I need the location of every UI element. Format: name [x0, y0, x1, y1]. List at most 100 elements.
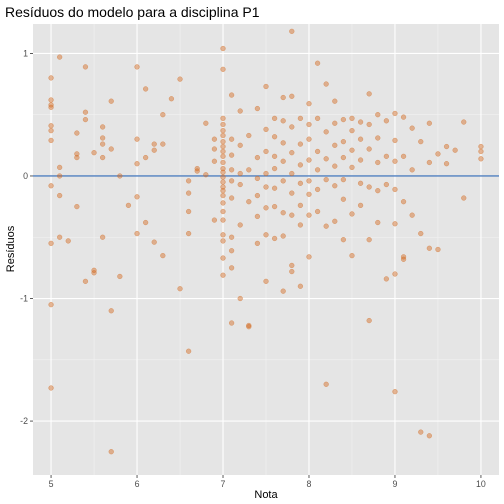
y-tick-label: 1 — [23, 48, 28, 58]
data-point — [134, 194, 140, 200]
data-point — [383, 276, 390, 282]
data-point — [228, 195, 235, 201]
data-point — [418, 429, 424, 435]
data-point — [48, 123, 54, 129]
data-point — [220, 143, 226, 150]
data-point — [57, 164, 63, 171]
data-point — [280, 288, 286, 294]
data-point — [142, 154, 149, 161]
data-point — [142, 86, 149, 92]
data-point — [366, 237, 372, 243]
data-point — [220, 255, 226, 261]
data-point — [48, 104, 54, 110]
data-point — [220, 272, 226, 278]
data-point — [271, 153, 278, 160]
data-point — [57, 192, 63, 199]
data-point — [99, 135, 106, 141]
data-point — [117, 273, 123, 280]
data-point — [220, 45, 226, 52]
data-point — [332, 120, 338, 126]
data-point — [297, 202, 304, 209]
x-tick-label: 5 — [49, 479, 54, 489]
data-point — [392, 110, 398, 117]
data-points — [48, 28, 484, 455]
data-point — [443, 143, 450, 150]
data-point — [461, 195, 467, 201]
data-point — [237, 170, 243, 177]
data-point — [220, 208, 226, 215]
data-point — [57, 173, 63, 179]
data-point — [246, 199, 252, 205]
data-point — [99, 234, 106, 240]
data-point — [74, 203, 80, 210]
data-point — [194, 168, 200, 174]
data-point — [323, 176, 329, 183]
data-point — [383, 118, 390, 124]
data-point — [48, 127, 54, 134]
data-point — [185, 190, 192, 196]
data-point — [314, 186, 321, 193]
data-point — [220, 238, 226, 244]
data-point — [289, 170, 295, 177]
data-point — [392, 389, 398, 395]
data-point — [246, 324, 252, 330]
data-point — [237, 181, 243, 188]
data-point — [392, 221, 398, 227]
x-tick-label: 9 — [393, 479, 398, 489]
data-point — [185, 230, 192, 237]
data-point — [48, 183, 54, 189]
data-point — [108, 449, 114, 455]
data-point — [74, 154, 80, 161]
data-point — [332, 218, 338, 224]
data-point — [228, 320, 235, 326]
data-point — [366, 317, 372, 324]
data-point — [125, 202, 132, 209]
data-point — [177, 286, 183, 292]
data-point — [426, 120, 433, 126]
data-point — [82, 116, 89, 123]
data-point — [314, 60, 321, 66]
data-point — [57, 234, 63, 240]
data-point — [314, 167, 321, 173]
data-point — [151, 141, 157, 147]
data-point — [211, 158, 218, 164]
data-point — [220, 232, 226, 238]
data-point — [228, 265, 235, 271]
data-point — [48, 240, 54, 247]
data-point — [254, 105, 261, 112]
data-point — [82, 64, 89, 70]
data-point — [478, 148, 484, 155]
data-point — [211, 136, 218, 142]
data-point — [246, 322, 252, 329]
data-point — [237, 295, 243, 302]
data-point — [418, 139, 424, 145]
data-point — [375, 219, 381, 226]
data-point — [435, 151, 441, 157]
data-point — [400, 199, 407, 205]
data-point — [220, 188, 226, 194]
data-point — [435, 246, 441, 253]
y-tick-label: -2 — [20, 416, 28, 426]
data-point — [400, 153, 407, 160]
data-point — [246, 132, 252, 139]
data-point — [271, 115, 278, 122]
x-axis-title: Nota — [254, 489, 278, 501]
data-point — [263, 205, 269, 211]
data-point — [271, 203, 278, 210]
data-point — [375, 159, 381, 166]
data-point — [228, 178, 235, 184]
data-point — [306, 254, 312, 260]
data-point — [409, 167, 415, 173]
data-point — [142, 219, 149, 226]
data-point — [357, 202, 364, 209]
data-point — [392, 186, 398, 193]
data-point — [220, 121, 226, 128]
data-point — [220, 159, 226, 166]
data-point — [280, 118, 286, 124]
data-point — [349, 147, 355, 153]
data-point — [82, 278, 89, 285]
data-point — [340, 154, 347, 161]
data-point — [280, 233, 286, 239]
data-point — [280, 158, 286, 164]
data-point — [203, 120, 209, 126]
